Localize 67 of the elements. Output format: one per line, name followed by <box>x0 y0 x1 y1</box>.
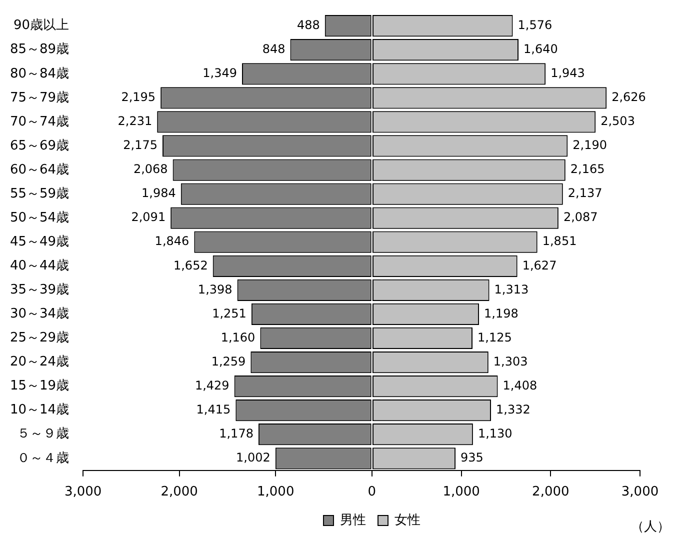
y-tick-label: ０～４歳 <box>17 450 70 466</box>
data-label: 1,313 <box>494 282 529 296</box>
data-label: 935 <box>460 450 484 465</box>
y-tick-label: 80～84歳 <box>10 66 70 82</box>
y-tick-label: 25～29歳 <box>10 330 70 346</box>
data-label: 1,415 <box>196 402 231 416</box>
data-label: 1,846 <box>154 234 190 248</box>
data-label: 1,130 <box>478 426 512 440</box>
y-tick-label: 85～89歳 <box>10 42 70 58</box>
data-label: 2,091 <box>131 210 166 224</box>
data-label: 1,125 <box>478 330 512 344</box>
data-label: 1,398 <box>198 282 232 296</box>
y-tick-label: 35～39歳 <box>10 282 70 298</box>
x-tick-label: 3,000 <box>621 484 659 500</box>
y-tick-label: 20～24歳 <box>10 354 70 370</box>
data-label: 1,259 <box>211 354 246 368</box>
data-label: 1,178 <box>219 426 254 440</box>
data-label: 2,087 <box>563 210 598 224</box>
y-tick-label: 30～34歳 <box>10 306 70 322</box>
data-label: 488 <box>296 18 320 32</box>
y-tick-label: 60～64歳 <box>10 162 70 178</box>
text: （人） <box>631 519 670 534</box>
data-label: 1,303 <box>493 354 528 368</box>
data-label: 1,984 <box>142 186 176 200</box>
x-tick-label: 2,000 <box>532 484 570 500</box>
data-label: 1,640 <box>524 42 558 56</box>
x-tick-label: 2,000 <box>160 484 198 500</box>
data-label: 2,068 <box>133 162 168 176</box>
y-tick-label: 10～14歳 <box>10 402 70 418</box>
y-tick-label: 15～19歳 <box>10 378 70 394</box>
y-tick-label: 45～49歳 <box>10 234 70 250</box>
data-label: 1,627 <box>522 258 557 272</box>
data-label: 2,195 <box>121 90 156 104</box>
legend-label: 男性 <box>340 512 366 528</box>
data-label: 1,160 <box>220 330 256 344</box>
data-label: 1,943 <box>550 66 585 80</box>
y-tick-label: 50～54歳 <box>10 210 70 226</box>
data-label: 2,190 <box>572 138 607 152</box>
data-label: 1,251 <box>212 306 246 320</box>
data-label: 1,429 <box>194 378 230 392</box>
y-tick-label: 75～79歳 <box>10 90 70 106</box>
data-label: 2,165 <box>570 162 605 176</box>
data-label: 2,175 <box>123 138 158 152</box>
data-label: 1,576 <box>518 18 552 32</box>
data-label: 1,198 <box>484 306 518 320</box>
y-tick-label: 65～69歳 <box>10 138 70 154</box>
y-tick-label: 55～59歳 <box>10 186 70 202</box>
data-label: 1,002 <box>236 450 270 465</box>
data-label: 1,652 <box>173 258 208 272</box>
data-label: 1,408 <box>502 378 538 392</box>
y-tick-label: ５～９歳 <box>17 426 70 442</box>
legend-label: 女性 <box>394 512 420 528</box>
y-tick-label: 90歳以上 <box>14 18 70 34</box>
x-tick-label: 1,000 <box>256 484 294 500</box>
x-tick-label: 3,000 <box>64 484 102 500</box>
data-label: 848 <box>262 42 286 56</box>
x-tick-label: 0 <box>368 484 376 500</box>
data-label: 2,137 <box>568 186 602 200</box>
data-label: 2,231 <box>118 114 152 128</box>
y-tick-label: 70～74歳 <box>10 114 70 130</box>
data-label: 1,851 <box>542 234 577 248</box>
y-tick-label: 40～44歳 <box>10 258 70 274</box>
data-label: 2,503 <box>600 114 635 128</box>
data-label: 1,332 <box>496 402 530 416</box>
data-label: 1,349 <box>202 66 238 80</box>
data-label: 2,626 <box>612 90 646 104</box>
x-tick-label: 1,000 <box>442 484 480 500</box>
